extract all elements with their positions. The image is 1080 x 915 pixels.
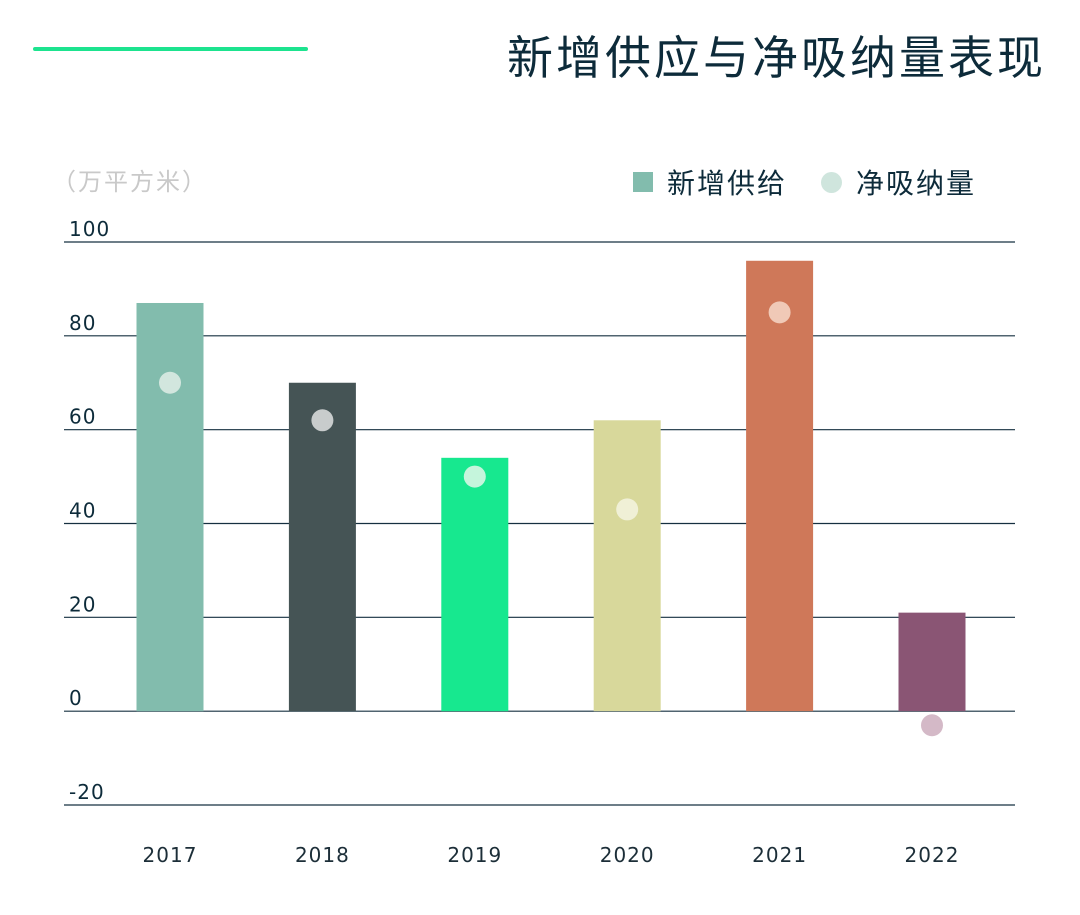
- legend-item-supply: 新增供给: [632, 162, 787, 202]
- y-tick-label: 80: [69, 311, 96, 335]
- dot-2020: [616, 498, 639, 521]
- legend-square-icon: [632, 172, 653, 192]
- legend-circle-icon: [820, 171, 842, 193]
- x-tick-label: 2018: [295, 843, 350, 867]
- dot-2021: [768, 301, 791, 324]
- dot-2022: [921, 714, 943, 737]
- legend-item-absorption: 净吸纳量: [820, 162, 976, 202]
- y-tick-label: 0: [69, 686, 83, 710]
- unit-label: （万平方米）: [52, 168, 208, 196]
- x-tick-label: 2020: [600, 843, 655, 867]
- chart-legend: 新增供给 净吸纳量: [599, 162, 976, 202]
- legend-label-absorption: 净吸纳量: [855, 167, 976, 200]
- dot-2019: [463, 465, 486, 488]
- y-tick-label: 60: [69, 405, 96, 429]
- title-accent-line: [33, 47, 308, 51]
- x-tick-label: 2021: [752, 843, 807, 867]
- dot-2017: [159, 371, 181, 394]
- chart-title: 新增供应与净吸纳量表现: [507, 31, 1046, 85]
- y-tick-label: 20: [69, 592, 96, 616]
- bar-2019: [441, 457, 509, 712]
- bar-2022: [898, 612, 966, 712]
- legend-label-supply: 新增供给: [666, 167, 787, 200]
- y-tick-label: 100: [69, 217, 110, 241]
- x-tick-label: 2019: [447, 843, 502, 867]
- dot-2018: [311, 409, 334, 432]
- bar-2017: [136, 302, 204, 712]
- y-tick-label: 40: [69, 499, 96, 523]
- bar-2021: [746, 260, 814, 712]
- x-tick-label: 2017: [143, 843, 198, 867]
- bar-2018: [288, 382, 356, 712]
- x-tick-label: 2022: [905, 843, 960, 867]
- y-tick-label: -20: [69, 780, 105, 804]
- bar-2020: [593, 420, 661, 712]
